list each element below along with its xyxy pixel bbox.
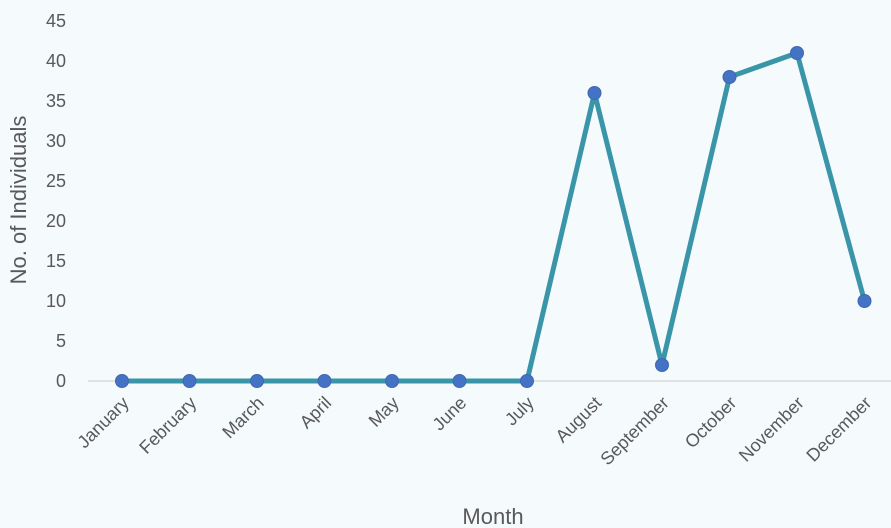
data-point (857, 294, 872, 308)
x-tick-label: April (296, 393, 336, 433)
x-tick-label: January (73, 393, 132, 452)
y-tick-label: 30 (46, 131, 66, 151)
y-tick-label: 35 (46, 91, 66, 111)
x-tick-label: February (135, 393, 200, 458)
y-tick-label: 15 (46, 251, 66, 271)
data-point (385, 374, 399, 388)
x-tick-label: May (365, 393, 403, 431)
y-tick-label: 20 (46, 211, 66, 231)
y-tick-label: 10 (46, 291, 66, 311)
y-tick-label: 45 (46, 11, 66, 31)
y-tick-label: 25 (46, 171, 66, 191)
x-tick-label: June (429, 393, 471, 435)
series-line (122, 50, 867, 384)
data-point (250, 374, 264, 388)
data-point (722, 70, 737, 84)
y-tick-label: 5 (56, 331, 66, 351)
data-point (182, 374, 197, 388)
x-tick-label: July (501, 393, 538, 430)
y-axis-ticks: 0 5 10 15 20 25 30 35 40 45 (46, 11, 66, 391)
data-point (655, 358, 669, 372)
y-tick-label: 0 (56, 371, 66, 391)
x-tick-label: November (735, 393, 808, 466)
data-point (115, 374, 129, 388)
data-point (520, 374, 534, 388)
y-tick-label: 40 (46, 51, 66, 71)
x-tick-label: March (218, 393, 268, 443)
x-tick-label: December (802, 393, 875, 466)
x-tick-label: September (596, 393, 672, 469)
y-axis-title: No. of Individuals (6, 116, 31, 285)
x-axis-ticks: January February March April May June July Augu… (73, 393, 875, 469)
x-tick-label: August (552, 393, 606, 447)
data-point (790, 46, 804, 60)
data-point (317, 374, 332, 388)
data-points (115, 46, 872, 388)
data-point (452, 374, 467, 388)
x-axis-title: Month (462, 504, 523, 528)
data-point (587, 86, 602, 100)
x-tick-label: October (681, 393, 740, 452)
